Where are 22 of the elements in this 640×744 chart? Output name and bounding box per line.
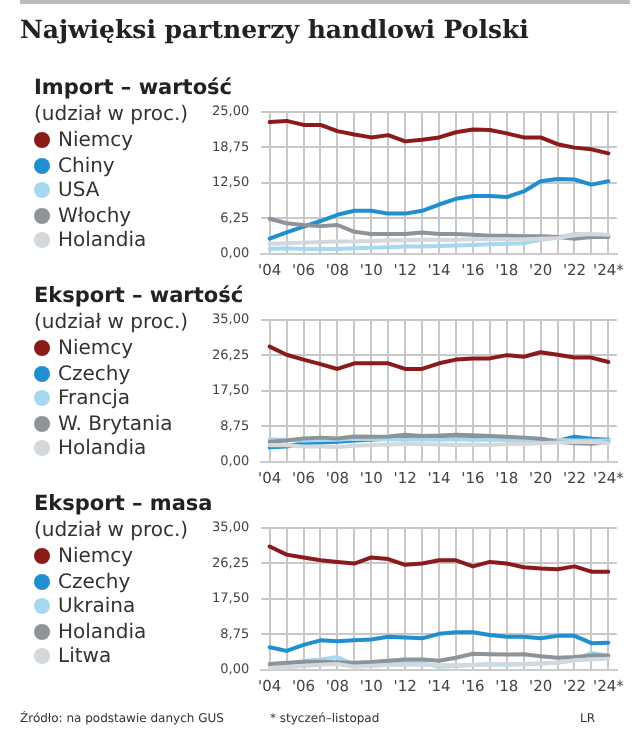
legend-label: Holandia: [56, 621, 147, 646]
chart-subtitle: (udział w proc.): [34, 520, 189, 542]
legend-label: Ukraina: [56, 596, 138, 621]
legend-label: Litwa: [56, 646, 114, 671]
legend-label: Holandia: [56, 230, 147, 255]
legend-label: USA: [56, 180, 102, 205]
text: Najwięksi partnerzy handlowi Polski: [20, 14, 531, 44]
legend-label: Chiny: [56, 155, 117, 180]
legend-label: Czechy: [56, 571, 133, 596]
legend-label: Niemcy: [56, 130, 136, 155]
chart-title: Eksport – masa: [34, 492, 213, 516]
legend-label: Holandia: [56, 438, 149, 463]
legend-label: Niemcy: [56, 546, 136, 571]
legend-label: Włochy: [56, 205, 134, 230]
chart-title: Import – wartość: [34, 76, 233, 100]
chart-subtitle: (udział w proc.): [34, 104, 189, 126]
chart-subtitle: (udział w proc.): [34, 312, 189, 334]
legend-label: Francja: [56, 388, 133, 413]
chart-title: Eksport – wartość: [34, 284, 244, 308]
legend-label: Czechy: [56, 363, 133, 388]
legend-label: Niemcy: [56, 338, 136, 363]
legend-label: W. Brytania: [56, 413, 173, 438]
